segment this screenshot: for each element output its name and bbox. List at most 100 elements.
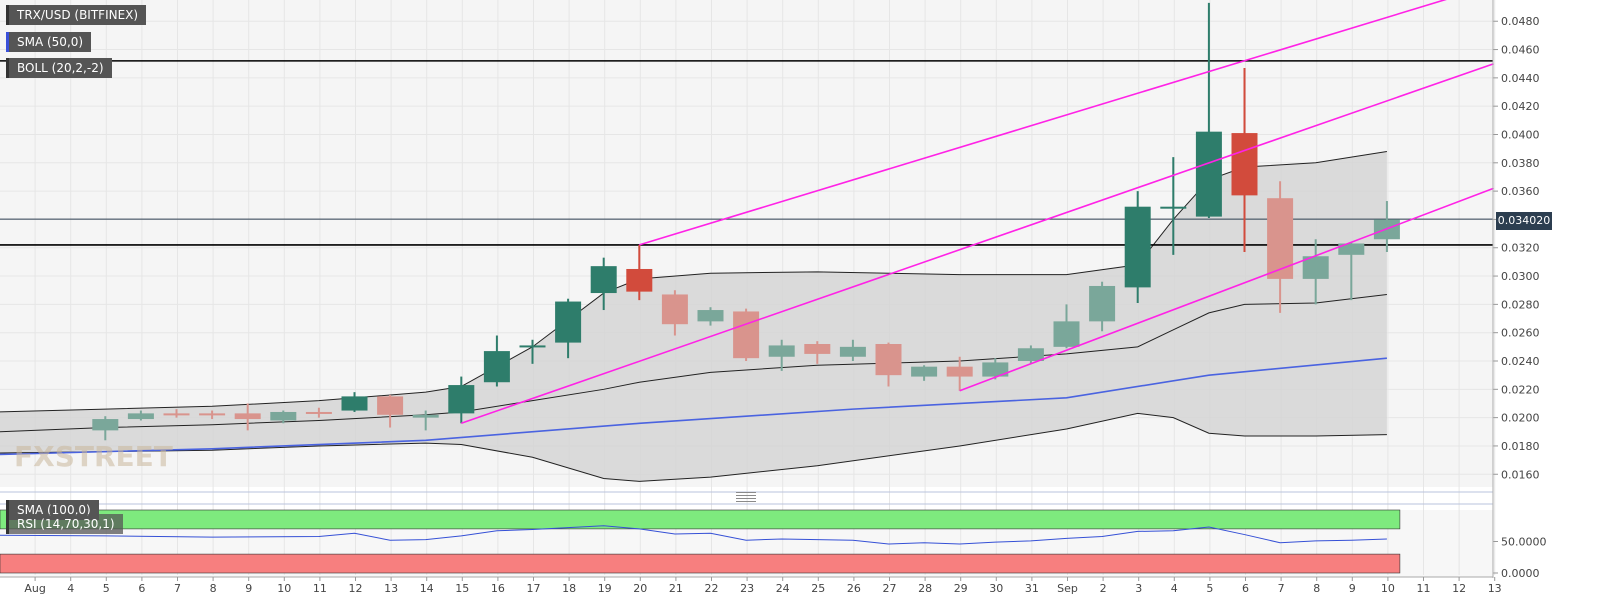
x-tick-label: 24: [776, 582, 790, 595]
x-tick-label: 4: [1171, 582, 1178, 595]
x-tick-label: 29: [954, 582, 968, 595]
x-tick-label: 21: [669, 582, 683, 595]
x-tick-label: 5: [1206, 582, 1213, 595]
x-tick-label: 11: [313, 582, 327, 595]
candle-body: [1160, 206, 1187, 209]
x-tick-label: 28: [918, 582, 932, 595]
pane-resize-handle[interactable]: [736, 490, 756, 510]
x-tick-label: 6: [138, 582, 145, 595]
rsi-line: [0, 525, 1387, 545]
y-tick-label: 0.0160: [1501, 468, 1540, 481]
x-tick-label: 10: [1381, 582, 1395, 595]
candle-body: [1231, 133, 1258, 196]
candle-body: [733, 311, 760, 359]
y-tick-label: 0.0280: [1501, 298, 1540, 311]
candle-body: [92, 419, 119, 431]
rsi-overbought-band: [0, 509, 1401, 530]
x-tick-label: 31: [1025, 582, 1039, 595]
candle-body: [1089, 285, 1116, 322]
x-tick-label: 13: [1488, 582, 1502, 595]
y-tick-label: 0.0300: [1501, 270, 1540, 283]
y-tick-label: 0.0440: [1501, 72, 1540, 85]
candle-body: [590, 266, 617, 294]
candle-body: [270, 411, 297, 421]
candle-body: [127, 413, 154, 420]
x-tick-label: 14: [420, 582, 434, 595]
candle-body: [1195, 131, 1222, 217]
candle-body: [911, 366, 938, 377]
candle-body: [519, 345, 546, 348]
x-tick-label: 22: [705, 582, 719, 595]
x-tick-label: 26: [847, 582, 861, 595]
x-tick-label: 5: [103, 582, 110, 595]
y-tick-label: 0.0240: [1501, 355, 1540, 368]
x-tick-label: 27: [883, 582, 897, 595]
x-tick-label: 30: [989, 582, 1003, 595]
candle-body: [1338, 243, 1365, 255]
x-tick-label: 18: [562, 582, 576, 595]
candle-body: [875, 344, 902, 376]
x-tick-label: 16: [491, 582, 505, 595]
y-tick-label: 0.0460: [1501, 44, 1540, 57]
candle-body: [839, 346, 866, 357]
symbol-label: TRX/USD (BITFINEX): [6, 5, 147, 25]
trend-line: [461, 62, 1494, 425]
candle-body: [555, 301, 582, 343]
candle-body: [804, 344, 831, 354]
x-tick-label: 9: [1349, 582, 1356, 595]
y-tick-label: 0.0380: [1501, 157, 1540, 170]
rsi-y-tick-label: 0.0000: [1501, 567, 1540, 580]
y-tick-label: 0.0420: [1501, 100, 1540, 113]
candle-body: [412, 414, 439, 418]
boll-label: BOLL (20,2,-2): [6, 58, 112, 78]
watermark-text: FXSTREET: [14, 440, 173, 473]
candle-body: [697, 310, 724, 322]
y-tick-label: 0.0480: [1501, 15, 1540, 28]
x-tick-label: 10: [277, 582, 291, 595]
x-tick-label: 15: [455, 582, 469, 595]
x-tick-label: 11: [1417, 582, 1431, 595]
candle-body: [377, 396, 404, 415]
candle-body: [982, 362, 1009, 377]
x-tick-label: 13: [384, 582, 398, 595]
x-tick-label: 3: [1135, 582, 1142, 595]
candle-body: [199, 413, 226, 416]
x-tick-label: 8: [210, 582, 217, 595]
candle-body: [234, 413, 261, 420]
x-tick-label: 7: [1278, 582, 1285, 595]
x-tick-label: 9: [245, 582, 252, 595]
y-tick-label: 0.0360: [1501, 185, 1540, 198]
y-tick-label: 0.0220: [1501, 383, 1540, 396]
x-tick-label: Aug: [24, 582, 45, 595]
x-tick-label: 20: [633, 582, 647, 595]
candle-body: [1267, 198, 1294, 279]
y-tick-label: 0.0200: [1501, 412, 1540, 425]
candle-body: [1053, 321, 1080, 347]
candle-body: [163, 413, 190, 416]
candle-body: [1017, 348, 1044, 362]
sma50-label: SMA (50,0): [6, 32, 92, 52]
x-tick-label: 19: [598, 582, 612, 595]
x-tick-label: 17: [527, 582, 541, 595]
candle-body: [341, 396, 368, 411]
x-tick-label: 7: [174, 582, 181, 595]
x-tick-label: 12: [1452, 582, 1466, 595]
x-tick-label: 4: [67, 582, 74, 595]
x-tick-label: 2: [1100, 582, 1107, 595]
candle-body: [1302, 256, 1329, 279]
y-tick-label: 0.0320: [1501, 242, 1540, 255]
candle-body: [946, 366, 973, 377]
last-price-tag: 0.034020: [1496, 212, 1552, 230]
x-tick-label: Sep: [1057, 582, 1078, 595]
rsi-oversold-band: [0, 553, 1401, 574]
rsi-label: RSI (14,70,30,1): [6, 514, 123, 534]
bollinger-lower-line: [0, 412, 1387, 482]
trend-line: [959, 187, 1494, 392]
candle-body: [483, 351, 510, 383]
candle-body: [1124, 206, 1151, 288]
y-tick-label: 0.0260: [1501, 327, 1540, 340]
candle-body: [448, 385, 475, 414]
y-tick-label: 0.0180: [1501, 440, 1540, 453]
